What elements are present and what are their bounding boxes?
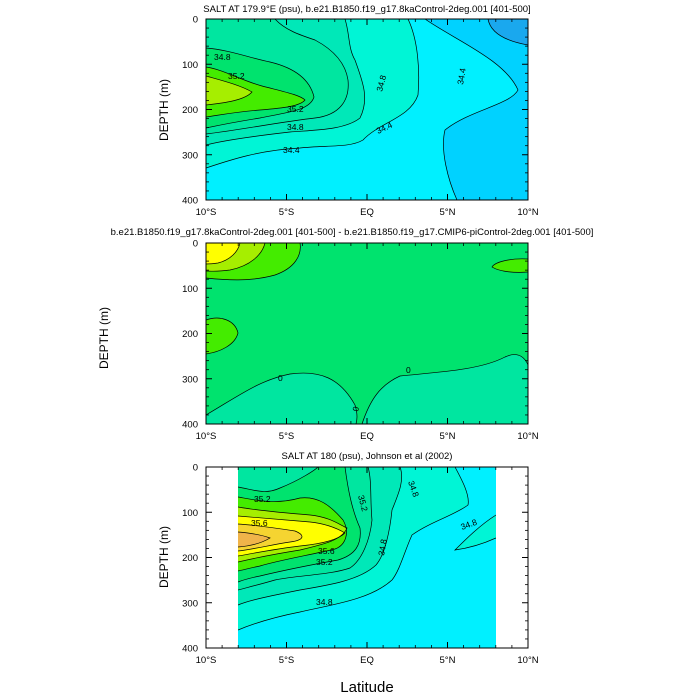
x-tick-label: 5°N (440, 207, 456, 218)
panel-2-fill-lime-mid (206, 318, 238, 354)
contour-label: 35.2 (316, 557, 333, 567)
contour-label: 0 (350, 405, 361, 412)
y-tick-label: 200 (182, 329, 198, 340)
contour-label: 34.8 (376, 538, 389, 556)
panel-2-contours (206, 243, 528, 424)
y-tick-label: 200 (182, 105, 198, 116)
panel-3: SALT AT 180 (psu), Johnson et al (2002) (157, 451, 539, 696)
panel-2-fill-yellow (206, 243, 240, 264)
panel-2-fill-lime-right (492, 258, 528, 273)
panel-3-title: SALT AT 180 (psu), Johnson et al (2002) (282, 451, 453, 462)
contour-label: 35.2 (228, 71, 245, 81)
panel-2-contour-labels: 0 0 0 (278, 365, 411, 413)
y-tick-label: 0 (193, 463, 198, 474)
panel-2-plot-area: 0 0 0 (206, 243, 528, 424)
x-axis-label: Latitude (340, 679, 393, 696)
contour-label: 35.6 (318, 546, 335, 556)
y-tick-label: 300 (182, 150, 198, 161)
contour-label: 34.8 (214, 52, 231, 62)
panel-2-title: b.e21.B1850.f19_g17.8kaControl-2deg.001 … (111, 227, 594, 238)
y-tick-label: 300 (182, 598, 198, 609)
x-tick-label: EQ (360, 655, 374, 666)
x-tick-label: 10°S (196, 655, 217, 666)
y-tick-label: 100 (182, 508, 198, 519)
contour-label: 0 (278, 373, 283, 383)
panel-1: SALT AT 179.9°E (psu), b.e21.B1850.f19_g… (157, 4, 539, 218)
contour-label: 34.8 (374, 74, 388, 93)
x-tick-label: 5°S (279, 207, 294, 218)
contour-label: 0 (406, 365, 411, 375)
x-tick-label: 5°S (279, 431, 294, 442)
y-tick-label: 0 (193, 15, 198, 26)
y-tick-label: 400 (182, 644, 198, 655)
panel-2: b.e21.B1850.f19_g17.8kaControl-2deg.001 … (97, 227, 593, 442)
x-tick-label: 5°S (279, 655, 294, 666)
contour-label: 34.4 (455, 67, 468, 85)
panel-1-contour-labels: 34.8 35.2 35.2 34.8 34.4 34.8 34.4 34.4 (214, 52, 468, 155)
panel-1-fill-blue (425, 19, 528, 200)
contour-label: 34.8 (316, 597, 333, 607)
panel-2-fill-mint-right (362, 354, 528, 424)
contour-label: 35.2 (254, 494, 271, 504)
x-tick-label: EQ (360, 207, 374, 218)
contour-label: 34.8 (287, 122, 304, 132)
panel-1-fill-deepblue (488, 19, 528, 45)
panel-3-ylabel: DEPTH (m) (157, 526, 171, 588)
y-tick-label: 300 (182, 374, 198, 385)
contour-label: 35.6 (251, 518, 268, 528)
contour-label: 35.2 (356, 494, 370, 513)
panel-3-contour-labels: 35.2 35.6 35.6 35.2 35.2 34.8 34.8 34.8 … (251, 479, 478, 607)
x-tick-label: 5°N (440, 655, 456, 666)
panel-3-plot-area: 35.2 35.6 35.6 35.2 35.2 34.8 34.8 34.8 … (238, 467, 496, 648)
x-tick-label: 10°S (196, 431, 217, 442)
panel-1-contours (206, 19, 528, 200)
x-tick-label: EQ (360, 431, 374, 442)
contour-label: 34.4 (283, 145, 300, 155)
y-tick-label: 200 (182, 553, 198, 564)
panel-1-plot-area: 34.8 35.2 35.2 34.8 34.4 34.8 34.4 34.4 (206, 19, 528, 200)
panel-1-ylabel: DEPTH (m) (157, 79, 171, 141)
contour-label: 35.2 (287, 104, 304, 114)
panel-1-title: SALT AT 179.9°E (psu), b.e21.B1850.f19_g… (203, 4, 530, 15)
panel-3-contours (238, 467, 496, 631)
panel-1-fill-lime (206, 67, 305, 117)
x-tick-label: 10°N (517, 655, 538, 666)
y-tick-label: 400 (182, 196, 198, 207)
y-tick-label: 400 (182, 420, 198, 431)
x-tick-label: 5°N (440, 431, 456, 442)
y-tick-label: 100 (182, 284, 198, 295)
panel-2-fill-mint-left (206, 373, 357, 424)
x-tick-label: 10°N (517, 207, 538, 218)
y-tick-label: 0 (193, 239, 198, 250)
panel-2-ylabel: DEPTH (m) (97, 307, 111, 369)
x-tick-label: 10°N (517, 431, 538, 442)
panel-1-fill-yellowgreen (206, 76, 252, 105)
y-tick-label: 100 (182, 60, 198, 71)
x-tick-label: 10°S (196, 207, 217, 218)
